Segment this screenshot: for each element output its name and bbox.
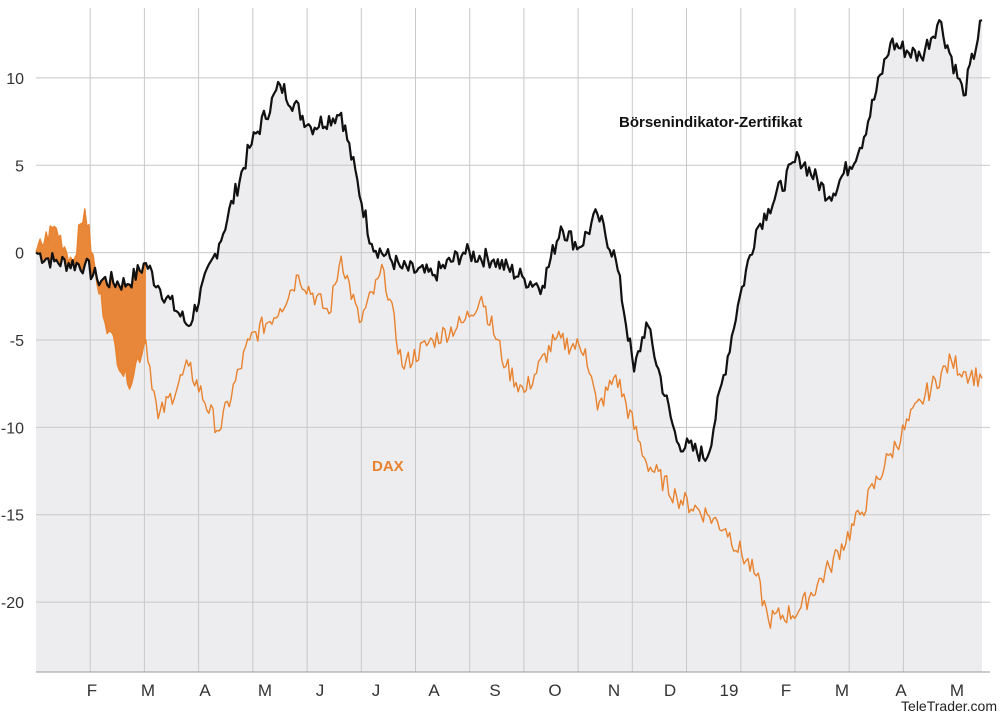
outperformance-fill bbox=[36, 208, 146, 389]
label-layer: 10 5 0 -5 -10 -15 -20 F M A M J J A S O N D 19 F M A M Börsenin… bbox=[1, 71, 997, 714]
zertifikat-series-label: Börsenindikator-Zertifikat bbox=[619, 114, 802, 131]
x-tick-label: M bbox=[258, 681, 272, 700]
x-tick-label: D bbox=[664, 681, 676, 700]
x-tick-label: M bbox=[950, 681, 964, 700]
y-tick-label: 5 bbox=[15, 158, 24, 175]
x-tick-label: A bbox=[895, 681, 907, 700]
x-tick-label: F bbox=[781, 681, 791, 700]
line-layer bbox=[35, 19, 983, 629]
outperformance-layer bbox=[36, 208, 146, 389]
x-tick-label: F bbox=[87, 681, 97, 700]
y-tick-label: -10 bbox=[1, 420, 24, 437]
y-tick-label: -15 bbox=[1, 508, 24, 525]
x-tick-label: M bbox=[141, 681, 155, 700]
area-layer bbox=[36, 20, 982, 672]
x-tick-label: O bbox=[548, 681, 561, 700]
y-tick-label: -20 bbox=[1, 595, 24, 612]
area-fill bbox=[36, 20, 982, 672]
y-tick-label: 10 bbox=[6, 71, 24, 88]
y-tick-label: -5 bbox=[10, 333, 24, 350]
x-tick-label: A bbox=[428, 681, 440, 700]
x-tick-label: S bbox=[489, 681, 500, 700]
x-tick-label: J bbox=[316, 681, 325, 700]
x-tick-label: J bbox=[372, 681, 381, 700]
zertifikat-line bbox=[35, 19, 983, 462]
dax-line bbox=[35, 208, 983, 629]
x-tick-label: A bbox=[199, 681, 211, 700]
dax-series-label: DAX bbox=[372, 458, 404, 475]
source-credit: TeleTrader.com bbox=[901, 698, 997, 714]
x-tick-label: N bbox=[608, 681, 620, 700]
y-tick-label: 0 bbox=[15, 246, 24, 263]
x-tick-label: M bbox=[835, 681, 849, 700]
x-tick-label: 19 bbox=[720, 681, 739, 700]
